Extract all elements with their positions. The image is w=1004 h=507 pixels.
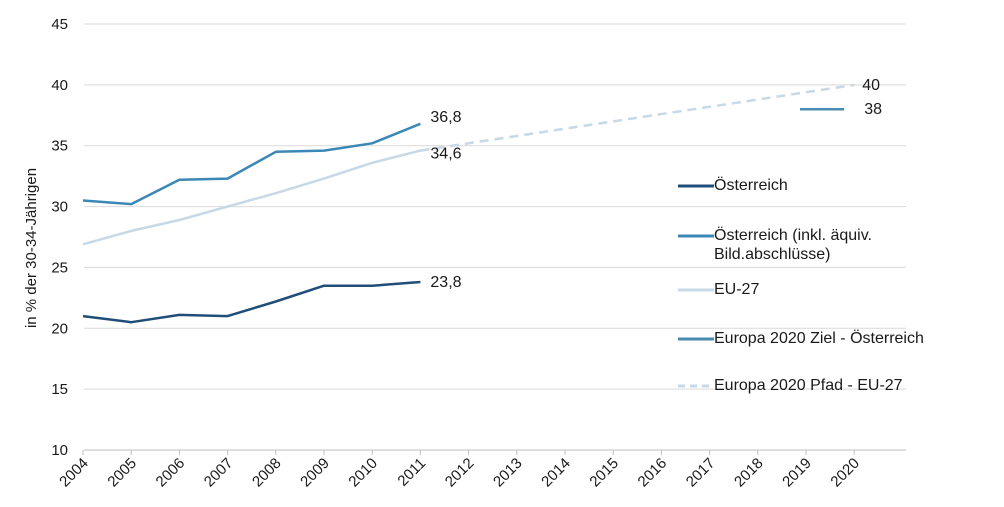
series-line: [82, 149, 421, 246]
legend-label: Europa 2020 Pfad - EU-27: [714, 377, 903, 394]
x-tick-label: 2016: [635, 455, 671, 491]
legend-label: EU-27: [714, 281, 760, 298]
data-labels: 23,8 36,8 34,6 38 40: [430, 77, 882, 291]
x-tick-label: 2011: [394, 455, 429, 490]
data-label: 40: [862, 77, 880, 94]
x-tick-label: 2020: [827, 455, 863, 491]
y-tick-label: 10: [51, 442, 68, 459]
x-tick-label: 2007: [201, 455, 237, 491]
y-tick-label: 20: [51, 320, 68, 337]
y-tick-label: 30: [51, 199, 68, 216]
y-axis-label: in % der 30-34-Jährigen: [23, 168, 40, 328]
x-tick-label: 2013: [490, 455, 526, 491]
legend-label: Österreich: [714, 177, 788, 194]
y-tick-label: 15: [51, 381, 68, 398]
y-tick-label: 45: [51, 16, 68, 33]
data-label: 34,6: [430, 146, 461, 163]
y-axis-ticks: 10 15 20 25 30 35 40 45: [51, 16, 68, 459]
data-label: 38: [864, 101, 882, 118]
legend-item-eu27: EU-27: [678, 280, 759, 299]
x-tick-label: 2019: [779, 455, 815, 491]
y-tick-label: 40: [51, 77, 68, 94]
grid-lines: [84, 23, 906, 451]
legend-label: Europa 2020 Ziel - Österreich: [714, 330, 924, 347]
legend-item-oesterreich: Österreich: [678, 176, 788, 195]
legend-swatch: [678, 337, 714, 341]
legend-item-ziel-oesterreich: Europa 2020 Ziel - Österreich: [678, 329, 924, 348]
x-tick-label: 2009: [297, 455, 333, 491]
series-lines: [82, 83, 855, 324]
legend-swatch: [678, 184, 714, 188]
legend-swatch: [678, 288, 714, 292]
x-tick-label: 2010: [345, 455, 381, 491]
x-tick-label: 2012: [442, 455, 478, 491]
y-tick-label: 25: [51, 259, 68, 276]
x-axis-ticks: 2004 2005 2006 2007 2008 2009 2010 2011 2012 2013…: [56, 450, 863, 490]
data-label: 23,8: [430, 274, 461, 291]
data-label: 36,8: [430, 109, 461, 126]
x-tick-label: 2004: [56, 455, 92, 491]
legend-item-oesterreich-inkl: Österreich (inkl. äquiv. Bild.abschlüsse…: [678, 226, 884, 264]
x-tick-label: 2015: [586, 455, 622, 491]
series-line: [420, 83, 855, 152]
x-tick-label: 2017: [683, 455, 719, 491]
legend-swatch: [678, 234, 714, 238]
series-line: [82, 280, 421, 324]
legend-item-pfad-eu27: Europa 2020 Pfad - EU-27: [678, 376, 903, 395]
series-line: [82, 122, 421, 206]
x-tick-label: 2018: [731, 455, 767, 491]
x-tick-label: 2014: [538, 455, 574, 491]
x-tick-label: 2008: [249, 455, 285, 491]
y-tick-label: 35: [51, 138, 68, 155]
legend-label: Österreich (inkl. äquiv. Bild.abschlüsse…: [714, 227, 872, 263]
x-tick-label: 2005: [104, 455, 140, 491]
x-tick-label: 2006: [153, 455, 189, 491]
legend-swatch: [678, 384, 714, 388]
